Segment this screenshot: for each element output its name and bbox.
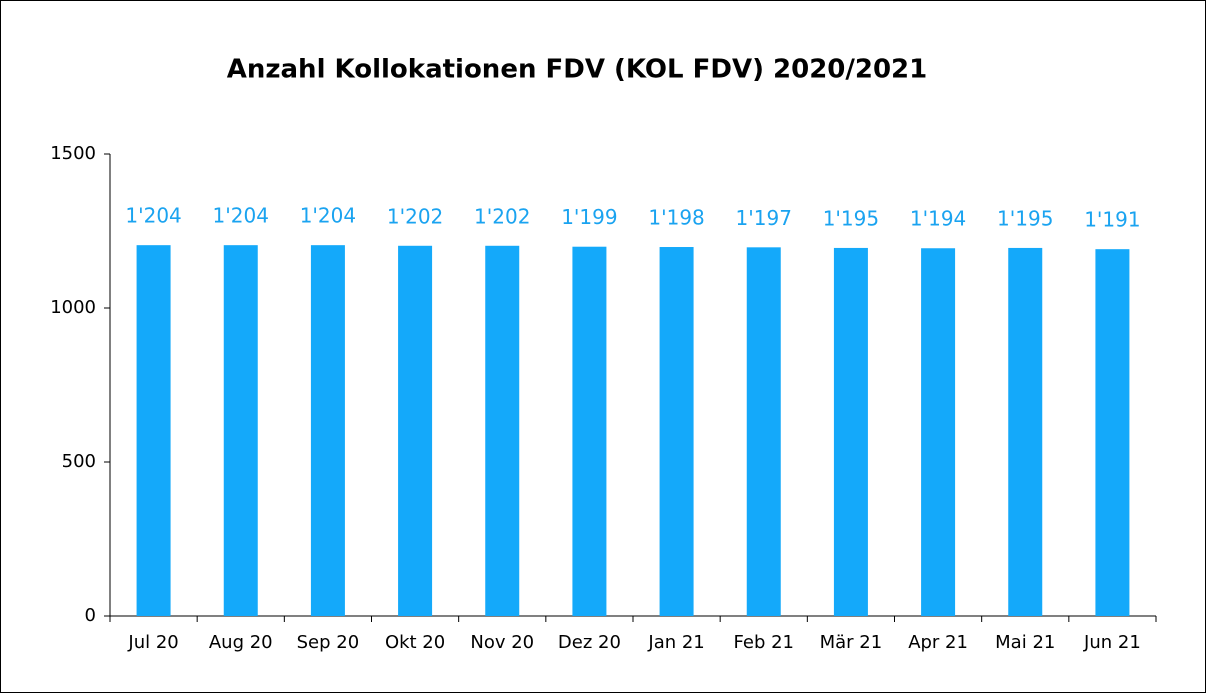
x-tick-label: Mai 21 <box>995 632 1055 653</box>
value-label: 1'194 <box>910 207 966 231</box>
x-tick-label: Nov 20 <box>470 632 534 653</box>
value-label: 1'204 <box>125 204 181 228</box>
x-tick-label: Jan 21 <box>647 632 704 653</box>
value-label: 1'191 <box>1084 208 1140 232</box>
y-tick-label: 0 <box>85 605 96 626</box>
x-tick-label: Dez 20 <box>558 632 621 653</box>
y-tick-label: 1500 <box>50 143 96 164</box>
chart-title: Anzahl Kollokationen FDV (KOL FDV) 2020/… <box>227 55 928 85</box>
y-tick-label: 500 <box>62 451 96 472</box>
bar <box>572 246 607 616</box>
x-tick-label: Feb 21 <box>734 632 795 653</box>
value-label: 1'199 <box>561 205 617 229</box>
value-label: 1'195 <box>823 206 879 230</box>
bar <box>398 245 433 616</box>
value-label: 1'204 <box>213 204 269 228</box>
bar <box>136 245 171 616</box>
bar <box>746 247 781 616</box>
y-tick-label: 1000 <box>50 297 96 318</box>
bar <box>921 248 956 617</box>
bar <box>659 247 694 617</box>
bar <box>1008 247 1043 616</box>
value-label: 1'204 <box>300 204 356 228</box>
x-tick-label: Jul 20 <box>127 632 178 653</box>
value-label: 1'197 <box>736 206 792 230</box>
x-tick-label: Aug 20 <box>209 632 273 653</box>
value-label: 1'202 <box>474 204 530 228</box>
bar <box>485 245 520 616</box>
value-label: 1'195 <box>997 206 1053 230</box>
bar <box>833 247 868 616</box>
x-tick-label: Apr 21 <box>908 632 968 653</box>
bar <box>223 245 258 616</box>
x-tick-label: Sep 20 <box>297 632 360 653</box>
bar <box>310 245 345 616</box>
x-tick-label: Jun 21 <box>1083 632 1141 653</box>
x-tick-label: Mär 21 <box>820 632 883 653</box>
x-tick-label: Okt 20 <box>385 632 445 653</box>
bar <box>1095 249 1130 616</box>
value-label: 1'202 <box>387 204 443 228</box>
value-label: 1'198 <box>648 206 704 230</box>
